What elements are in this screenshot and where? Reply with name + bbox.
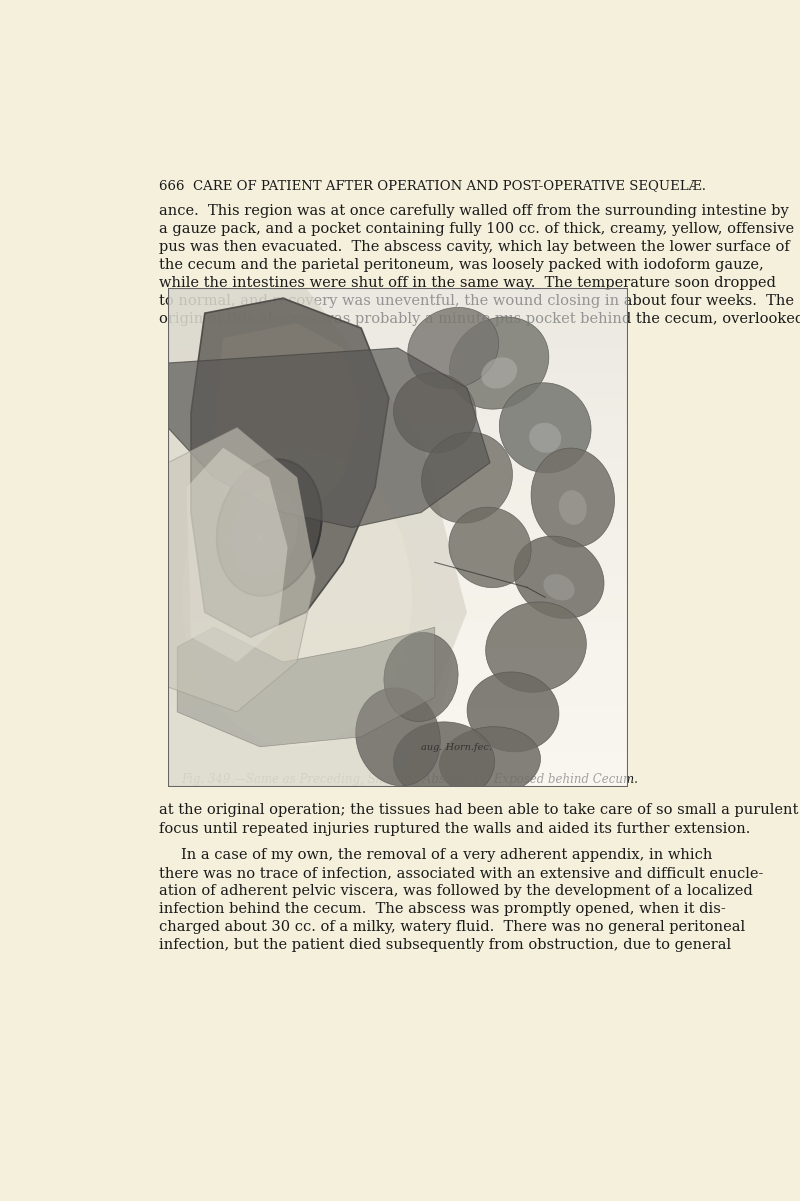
Ellipse shape	[543, 574, 574, 600]
Polygon shape	[168, 348, 490, 527]
Ellipse shape	[482, 358, 517, 389]
Text: while the intestines were shut off in the same way.  The temperature soon droppe: while the intestines were shut off in th…	[159, 276, 776, 291]
Ellipse shape	[356, 688, 440, 785]
Text: there was no trace of infection, associated with an extensive and difficult enuc: there was no trace of infection, associa…	[159, 866, 763, 880]
Ellipse shape	[467, 671, 559, 752]
Text: ation of adherent pelvic viscera, was followed by the development of a localized: ation of adherent pelvic viscera, was fo…	[159, 884, 753, 898]
Ellipse shape	[217, 459, 322, 596]
Text: focus until repeated injuries ruptured the walls and aided its further extension: focus until repeated injuries ruptured t…	[159, 821, 750, 836]
Ellipse shape	[408, 307, 498, 389]
Text: at the original operation; the tissues had been able to take care of so small a : at the original operation; the tissues h…	[159, 803, 798, 818]
Text: infection, but the patient died subsequently from obstruction, due to general: infection, but the patient died subseque…	[159, 938, 731, 952]
Polygon shape	[168, 288, 467, 787]
Text: In a case of my own, the removal of a very adherent appendix, in which: In a case of my own, the removal of a ve…	[181, 848, 712, 862]
Ellipse shape	[529, 423, 562, 453]
Text: charged about 30 cc. of a milky, watery fluid.  There was no general peritoneal: charged about 30 cc. of a milky, watery …	[159, 920, 745, 934]
Text: infection behind the cecum.  The abscess was promptly opened, when it dis-: infection behind the cecum. The abscess …	[159, 902, 726, 916]
Ellipse shape	[449, 507, 531, 587]
Ellipse shape	[486, 602, 586, 692]
Ellipse shape	[422, 432, 513, 524]
Text: to normal, and recovery was uneventful, the wound closing in about four weeks.  : to normal, and recovery was uneventful, …	[159, 294, 794, 309]
Text: ance.  This region was at once carefully walled off from the surrounding intesti: ance. This region was at once carefully …	[159, 204, 789, 219]
Text: x: x	[257, 531, 263, 544]
Text: aug. Horn.fec.: aug. Horn.fec.	[421, 742, 492, 752]
Polygon shape	[168, 428, 315, 712]
Ellipse shape	[182, 448, 412, 747]
Ellipse shape	[514, 536, 604, 619]
Ellipse shape	[439, 727, 541, 796]
Ellipse shape	[559, 490, 586, 525]
Ellipse shape	[384, 633, 458, 722]
Ellipse shape	[499, 383, 591, 473]
Text: the cecum and the parietal peritoneum, was loosely packed with iodoform gauze,: the cecum and the parietal peritoneum, w…	[159, 258, 764, 273]
Text: origin of this abscess was probably a minute pus pocket behind the cecum, overlo: origin of this abscess was probably a mi…	[159, 312, 800, 327]
Ellipse shape	[394, 372, 476, 453]
Ellipse shape	[231, 489, 298, 576]
Text: 666  CARE OF PATIENT AFTER OPERATION AND POST-OPERATIVE SEQUELÆ.: 666 CARE OF PATIENT AFTER OPERATION AND …	[159, 179, 706, 192]
Text: pus was then evacuated.  The abscess cavity, which lay between the lower surface: pus was then evacuated. The abscess cavi…	[159, 240, 790, 255]
Polygon shape	[191, 298, 389, 637]
Ellipse shape	[394, 722, 494, 801]
Polygon shape	[186, 448, 288, 662]
Ellipse shape	[450, 317, 549, 410]
Polygon shape	[214, 323, 361, 538]
Ellipse shape	[531, 448, 614, 548]
Text: Fig. 349.—Same as Preceding, Showing Abscess (x) Exposed behind Cecum.: Fig. 349.—Same as Preceding, Showing Abs…	[182, 773, 638, 785]
Polygon shape	[178, 627, 434, 747]
Text: a gauze pack, and a pocket containing fully 100 cc. of thick, creamy, yellow, of: a gauze pack, and a pocket containing fu…	[159, 222, 794, 237]
Polygon shape	[168, 363, 453, 787]
